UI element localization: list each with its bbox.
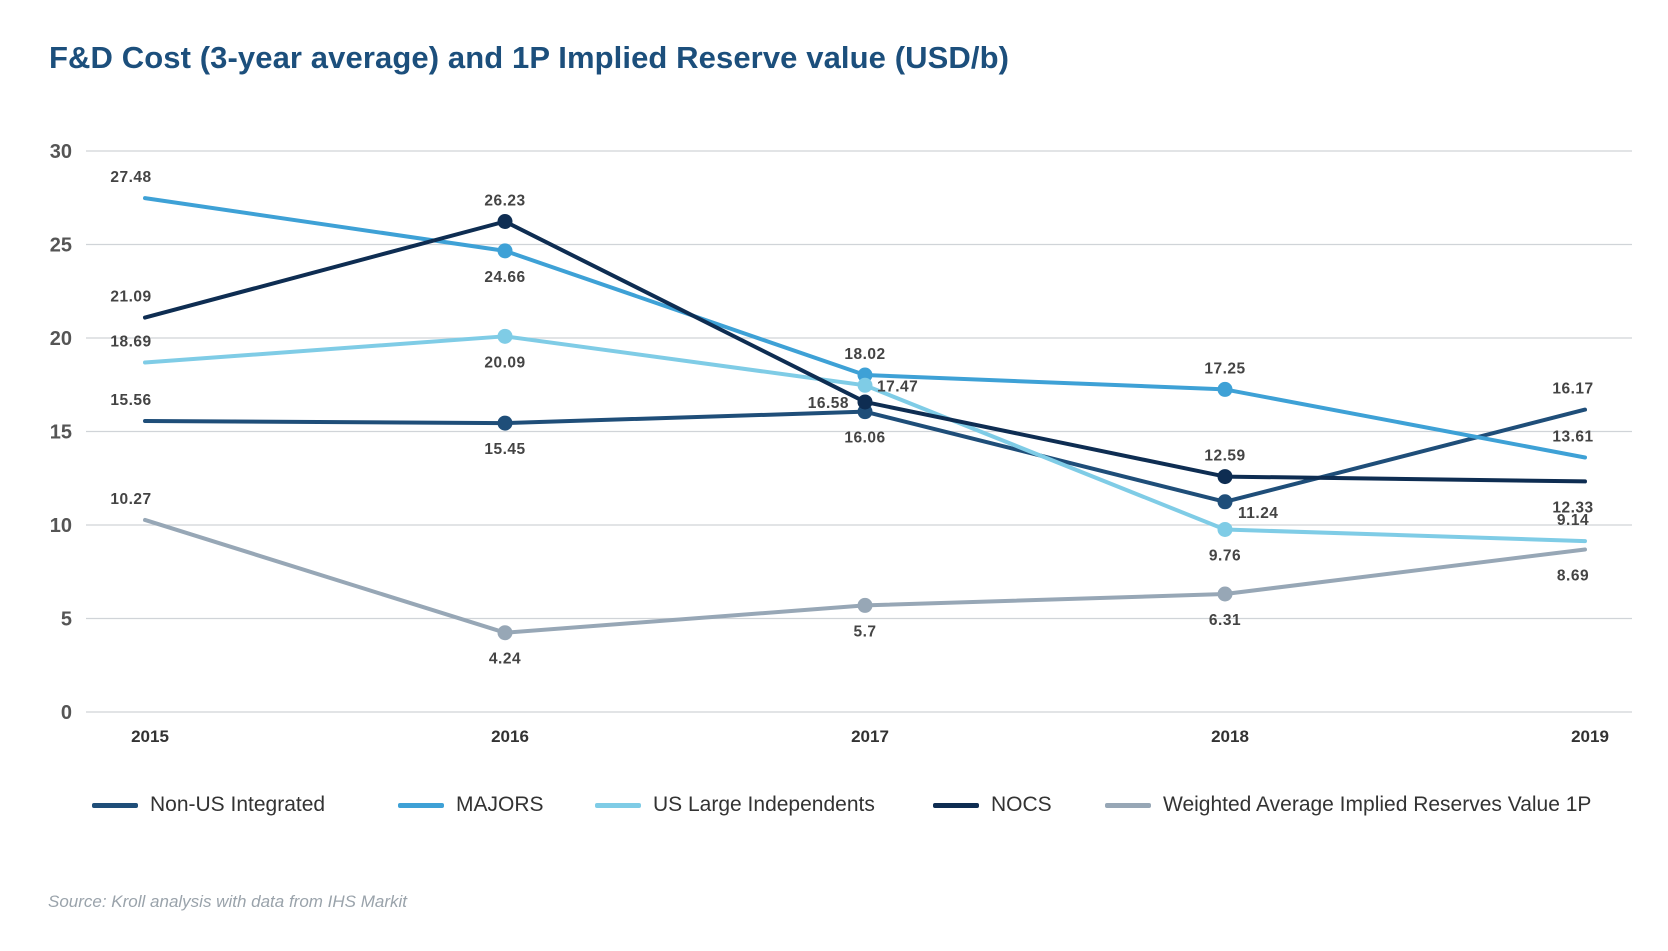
data-label-weighted-average-implied-reserves-value-1p: 8.69 <box>1557 567 1589 584</box>
legend-swatch <box>398 802 444 808</box>
data-label-non-us-integrated: 15.45 <box>484 441 525 458</box>
x-axis-ticks: 2015 2016 2017 2018 2019 <box>131 727 1609 746</box>
source-note: Source: Kroll analysis with data from IH… <box>48 892 408 911</box>
series-line-non-us-integrated <box>143 407 1587 504</box>
x-tick-label: 2018 <box>1211 727 1249 746</box>
legend-label: Weighted Average Implied Reserves Value … <box>1163 793 1592 816</box>
y-tick-label: 5 <box>61 609 72 631</box>
data-point-nocs <box>497 213 513 229</box>
data-label-weighted-average-implied-reserves-value-1p: 4.24 <box>489 651 521 668</box>
data-label-majors: 18.02 <box>844 346 885 363</box>
data-label-non-us-integrated: 16.06 <box>844 430 885 447</box>
series-markers <box>497 213 1233 641</box>
data-label-us-large-independents: 20.09 <box>484 354 525 371</box>
data-label-us-large-independents: 9.14 <box>1557 512 1589 529</box>
legend-item-us-large-independents: US Large Independents <box>595 785 875 825</box>
data-label-weighted-average-implied-reserves-value-1p: 10.27 <box>110 491 151 508</box>
data-label-non-us-integrated: 11.24 <box>1238 505 1278 522</box>
data-point-weighted-average-implied-reserves-value-1p <box>857 597 873 613</box>
data-label-non-us-integrated: 15.56 <box>110 392 151 409</box>
y-tick-label: 15 <box>50 422 72 444</box>
data-point-nocs <box>857 394 873 410</box>
data-label-nocs: 12.59 <box>1204 448 1245 465</box>
legend-swatch <box>595 802 641 808</box>
data-point-us-large-independents <box>857 377 873 393</box>
data-point-non-us-integrated <box>1217 494 1233 510</box>
data-label-majors: 24.66 <box>484 269 525 286</box>
data-label-majors: 17.25 <box>1204 360 1245 377</box>
data-label-non-us-integrated: 16.17 <box>1552 381 1593 398</box>
data-point-us-large-independents <box>497 328 513 344</box>
chart-title: F&D Cost (3-year average) and 1P Implied… <box>49 40 1010 75</box>
data-label-weighted-average-implied-reserves-value-1p: 5.7 <box>853 623 876 640</box>
legend-item-majors: MAJORS <box>398 785 544 825</box>
legend-item-weighted-average-implied-reserves-value-1p: Weighted Average Implied Reserves Value … <box>1105 785 1591 825</box>
legend-label: Non-US Integrated <box>150 793 326 816</box>
data-point-weighted-average-implied-reserves-value-1p <box>497 625 513 641</box>
data-label-nocs: 12.33 <box>1552 499 1593 516</box>
data-point-us-large-independents <box>1217 521 1233 537</box>
legend-swatch <box>92 802 138 808</box>
legend-item-non-us-integrated: Non-US Integrated <box>92 785 325 825</box>
x-tick-label: 2017 <box>851 727 889 746</box>
data-point-majors <box>497 243 513 259</box>
legend-swatch <box>933 802 979 808</box>
data-label-nocs: 26.23 <box>484 192 525 209</box>
data-point-majors <box>857 367 873 383</box>
y-tick-label: 25 <box>50 235 72 257</box>
data-point-weighted-average-implied-reserves-value-1p <box>1217 586 1233 602</box>
data-labels: 15.56 15.45 16.06 11.24 16.17 27.48 24.66 18.02… <box>110 169 1593 668</box>
data-label-nocs: 16.58 <box>808 395 849 412</box>
data-label-us-large-independents: 9.76 <box>1209 547 1241 564</box>
data-label-majors: 27.48 <box>110 169 151 186</box>
legend-swatch <box>1105 802 1151 808</box>
gridlines <box>86 150 1632 713</box>
series-line-weighted-average-implied-reserves-value-1p <box>143 517 1587 635</box>
data-point-nocs <box>1217 469 1233 485</box>
legend-label: US Large Independents <box>653 793 875 816</box>
legend: Non-US Integrated MAJORS US Large Independ… <box>92 785 1652 825</box>
y-tick-label: 30 <box>50 141 72 163</box>
x-tick-label: 2015 <box>131 727 169 746</box>
legend-label: MAJORS <box>456 793 544 816</box>
data-label-us-large-independents: 18.69 <box>110 333 151 350</box>
data-label-majors: 13.61 <box>1552 428 1593 445</box>
legend-item-nocs: NOCS <box>933 785 1052 825</box>
y-tick-label: 20 <box>50 328 72 350</box>
y-tick-label: 10 <box>50 515 72 537</box>
y-axis-ticks: 0 5 10 15 20 25 30 <box>50 141 72 724</box>
y-tick-label: 0 <box>61 702 72 724</box>
data-point-non-us-integrated <box>497 415 513 431</box>
data-label-us-large-independents: 17.47 <box>877 378 918 395</box>
data-label-weighted-average-implied-reserves-value-1p: 6.31 <box>1209 612 1241 629</box>
x-tick-label: 2019 <box>1571 727 1609 746</box>
legend-label: NOCS <box>991 793 1052 816</box>
data-label-nocs: 21.09 <box>110 289 151 306</box>
x-tick-label: 2016 <box>491 727 529 746</box>
data-point-majors <box>1217 381 1233 397</box>
